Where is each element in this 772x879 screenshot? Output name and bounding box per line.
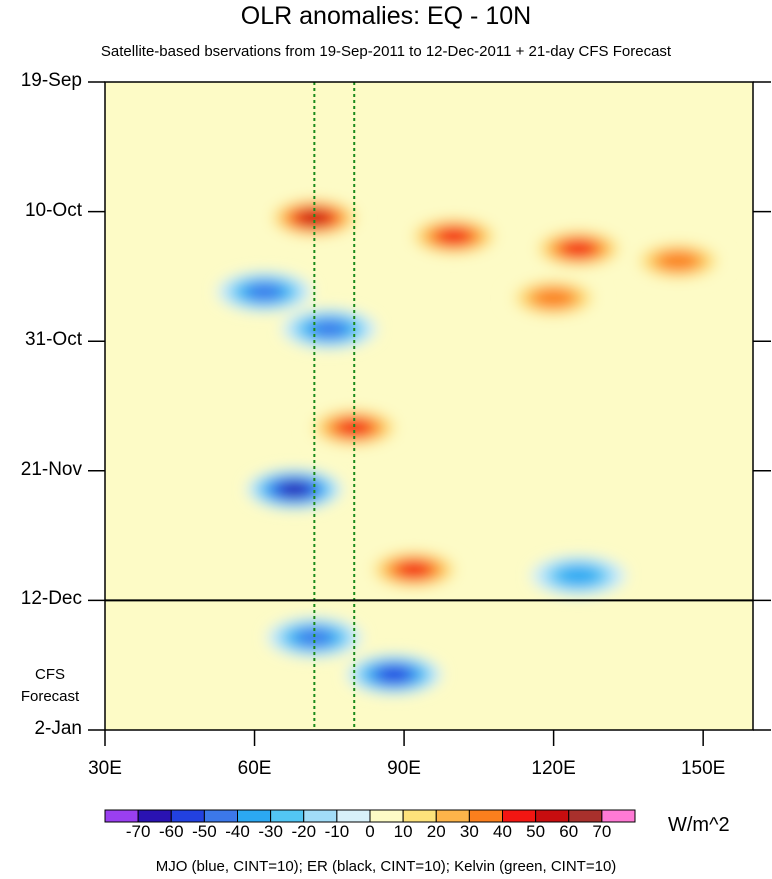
colorbar-label: -50: [192, 822, 217, 841]
anomaly-blob: [298, 210, 331, 226]
x-tick-label: 60E: [237, 758, 272, 779]
x-tick-label: 30E: [88, 758, 122, 779]
colorbar-swatch: [237, 809, 272, 823]
chart-title: OLR anomalies: EQ - 10N: [240, 2, 532, 30]
colorbar-label: 20: [426, 822, 446, 841]
y-tick-label: 12-Dec: [20, 588, 82, 610]
colorbar-label: -20: [291, 822, 317, 841]
colorbar-label: 30: [459, 822, 479, 841]
colorbar-label: -70: [125, 822, 151, 841]
colorbar-label: -30: [258, 822, 283, 841]
anomaly-blob: [336, 419, 372, 436]
anomaly-blob: [247, 283, 282, 301]
x-tick-label: 150E: [680, 758, 726, 779]
colorbar-swatch: [336, 809, 371, 823]
contour-legend: MJO (blue, CINT=10); ER (black, CINT=10)…: [155, 858, 617, 875]
y-tick-label: 2-Jan: [34, 718, 82, 739]
colorbar-swatch: [369, 809, 404, 823]
olr-anomaly-field: [105, 82, 753, 730]
x-tick-label: 120E: [531, 758, 576, 779]
colorbar-swatch: [303, 809, 338, 823]
anomaly-blob: [378, 666, 410, 683]
y-tick-label: 31-Oct: [24, 329, 82, 351]
colorbar-label: 50: [526, 822, 546, 841]
colorbar-label: 70: [592, 822, 612, 841]
colorbar-swatch: [170, 809, 205, 823]
plot-background: [105, 82, 753, 730]
anomaly-blob: [561, 240, 596, 257]
forecast-note-line-2: Forecast: [20, 688, 80, 705]
colorbar-swatch: [203, 809, 238, 823]
anomaly-blob: [558, 566, 599, 586]
colorbar-label: 10: [393, 822, 413, 841]
anomaly-blob: [658, 251, 699, 271]
colorbar-swatch: [435, 809, 470, 823]
colorbar-swatch: [137, 809, 172, 823]
colorbar-swatch: [104, 809, 139, 823]
colorbar-label: 40: [493, 822, 512, 841]
y-tick-label: 21-Nov: [20, 458, 82, 480]
x-tick-label: 90E: [387, 758, 421, 779]
anomaly-blob: [280, 482, 309, 497]
chart-subtitle: Satellite-based bservations from 19-Sep-…: [100, 43, 672, 60]
forecast-note: CFS Forecast: [0, 664, 100, 708]
colorbar-swatch: [402, 809, 437, 823]
colorbar-label: -10: [324, 822, 350, 841]
colorbar-label: 0: [365, 822, 375, 841]
forecast-note-line-1: CFS: [35, 666, 65, 683]
colorbar-swatch: [568, 809, 603, 823]
anomaly-blob: [396, 561, 432, 578]
anomaly-blob: [436, 227, 472, 245]
colorbar-swatch: [468, 809, 503, 823]
anomaly-blob: [311, 320, 347, 338]
colorbar-label: -40: [225, 822, 250, 841]
colorbar-swatch: [502, 809, 537, 823]
plot-frame: [104, 81, 754, 731]
colorbar-label: -60: [158, 822, 184, 841]
colorbar-swatch: [535, 809, 570, 823]
colorbar-swatch: [601, 809, 636, 823]
y-tick-label: 19-Sep: [20, 70, 82, 91]
colorbar-label: 60: [559, 822, 579, 841]
y-tick-label: 10-Oct: [24, 199, 82, 221]
anomaly-blob: [296, 629, 332, 646]
colorbar-units: W/m^2: [668, 814, 730, 836]
anomaly-blob: [533, 288, 574, 308]
colorbar-swatch: [270, 809, 305, 823]
colorbar: [104, 809, 636, 823]
